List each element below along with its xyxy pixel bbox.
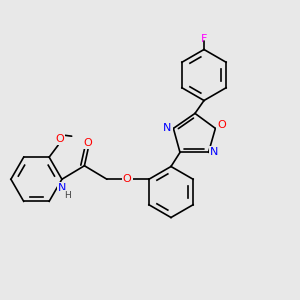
Text: O: O <box>55 134 64 144</box>
Text: F: F <box>201 34 207 44</box>
Text: N: N <box>210 147 219 158</box>
Text: O: O <box>84 138 92 148</box>
Text: N: N <box>58 183 66 193</box>
Text: O: O <box>217 120 226 130</box>
Text: O: O <box>123 174 131 184</box>
Text: N: N <box>163 123 172 134</box>
Text: H: H <box>64 191 71 200</box>
